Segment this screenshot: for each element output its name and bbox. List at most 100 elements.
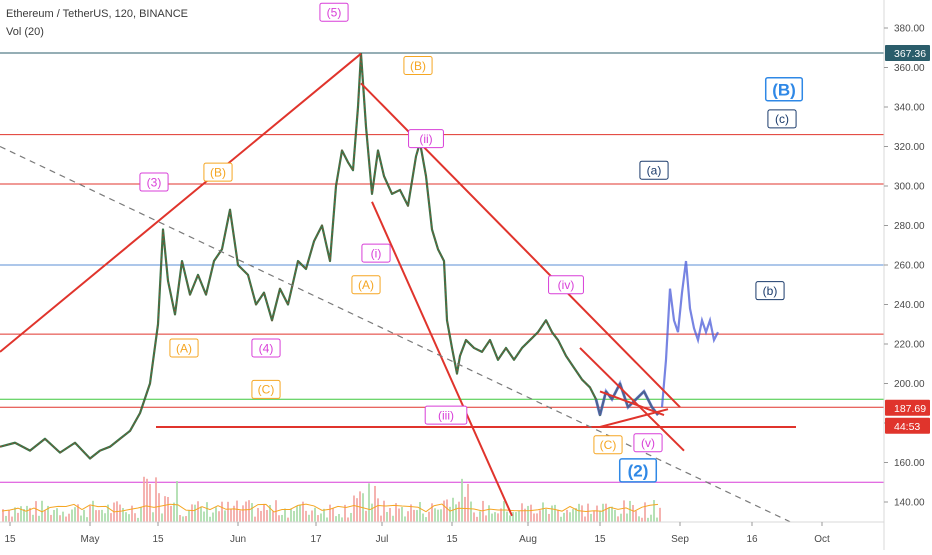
volume-bar [563,512,565,522]
wave-label: (c) [775,112,789,126]
volume-bar [338,513,340,522]
volume-bar [638,516,640,522]
volume-bar [227,501,229,522]
volume-bar [326,517,328,522]
volume-bar [170,505,172,522]
volume-bar [491,513,493,522]
volume-bar [425,517,427,522]
volume-bar [185,516,187,522]
volume-bar [449,506,451,522]
volume-bar [167,496,169,522]
volume-bar [365,510,367,522]
volume-bar [374,485,376,522]
volume-bar [215,507,217,522]
volume-bar [353,495,355,522]
volume-bar [473,512,475,522]
volume-bar [461,478,463,522]
volume-bar [89,505,91,522]
wave-label-box [548,275,584,295]
volume-bar [371,503,373,522]
volume-bar [377,498,379,522]
volume-bar [68,513,70,522]
y-tick-label: 220.00 [894,340,925,351]
price-axis-panel [884,0,932,550]
volume-bar [479,511,481,522]
volume-bar [257,508,259,522]
wave-label: (ii) [419,132,432,146]
volume-bar [278,515,280,522]
volume-bar [302,501,304,522]
volume-bar [554,504,556,522]
volume-bar [470,501,472,522]
volume-bar [602,503,604,522]
x-tick-label: 15 [4,534,16,545]
volume-bar [434,508,436,522]
volume-bar [437,509,439,522]
volume-bar [104,513,106,522]
volume-bar [59,515,61,522]
volume-bar [323,508,325,522]
volume-bar [659,507,661,522]
volume-bar [245,501,247,522]
wave-label: (b) [763,284,778,298]
volume-bar [368,483,370,522]
wave-label: (5) [327,6,342,20]
x-tick-label: May [81,534,100,545]
volume-bar [413,509,415,522]
volume-bar [206,502,208,522]
volume-bar [431,503,433,522]
wave-label-box [593,435,623,455]
volume-bar [440,509,442,522]
volume-bar [236,500,238,522]
volume-bar [50,514,52,522]
x-tick-label: 17 [310,534,322,545]
volume-bar [254,516,256,522]
volume-bar [248,500,250,522]
volume-bar [26,505,28,522]
volume-bar [335,516,337,522]
y-tick-label: 380.00 [894,24,925,35]
volume-bar [410,504,412,522]
volume-bar [77,504,79,522]
volume-bar [488,505,490,522]
volume-bar [221,501,223,522]
volume-bar [485,515,487,522]
volume-bar [188,510,190,522]
volume-bar [17,512,19,522]
volume-bar [290,508,292,522]
volume-bar [23,509,25,522]
price-layer [0,52,719,460]
y-tick-label: 300.00 [894,182,925,193]
volume-bar [62,511,64,522]
volume-bar [32,514,34,522]
volume-bar [143,476,145,522]
wave-label-box [169,338,199,358]
y-tick-label: 240.00 [894,300,925,311]
volume-bar [158,493,160,522]
price-badge-label: 187.69 [894,403,926,415]
volume-bar [149,484,151,522]
volume-bar [497,513,499,522]
x-tick-label: 15 [152,534,164,545]
wave-label: (C) [600,438,617,452]
volume-bar [545,509,547,522]
volume-bar [284,508,286,522]
trend-line [371,201,513,517]
volume-bar [260,510,262,522]
volume-bar [203,511,205,522]
volume-bar [635,510,637,522]
volume-bar [581,505,583,522]
y-tick-label: 320.00 [894,142,925,153]
volume-bar [572,509,574,522]
y-tick-label: 140.00 [894,498,925,509]
price-badge [885,44,930,61]
volume-bar [107,504,109,522]
volume-bar [272,511,274,522]
wave-label-box [767,109,797,129]
volume-bar [623,500,625,522]
price-badge [885,399,930,416]
volume-bar [587,503,589,522]
volume-bar [218,511,220,522]
